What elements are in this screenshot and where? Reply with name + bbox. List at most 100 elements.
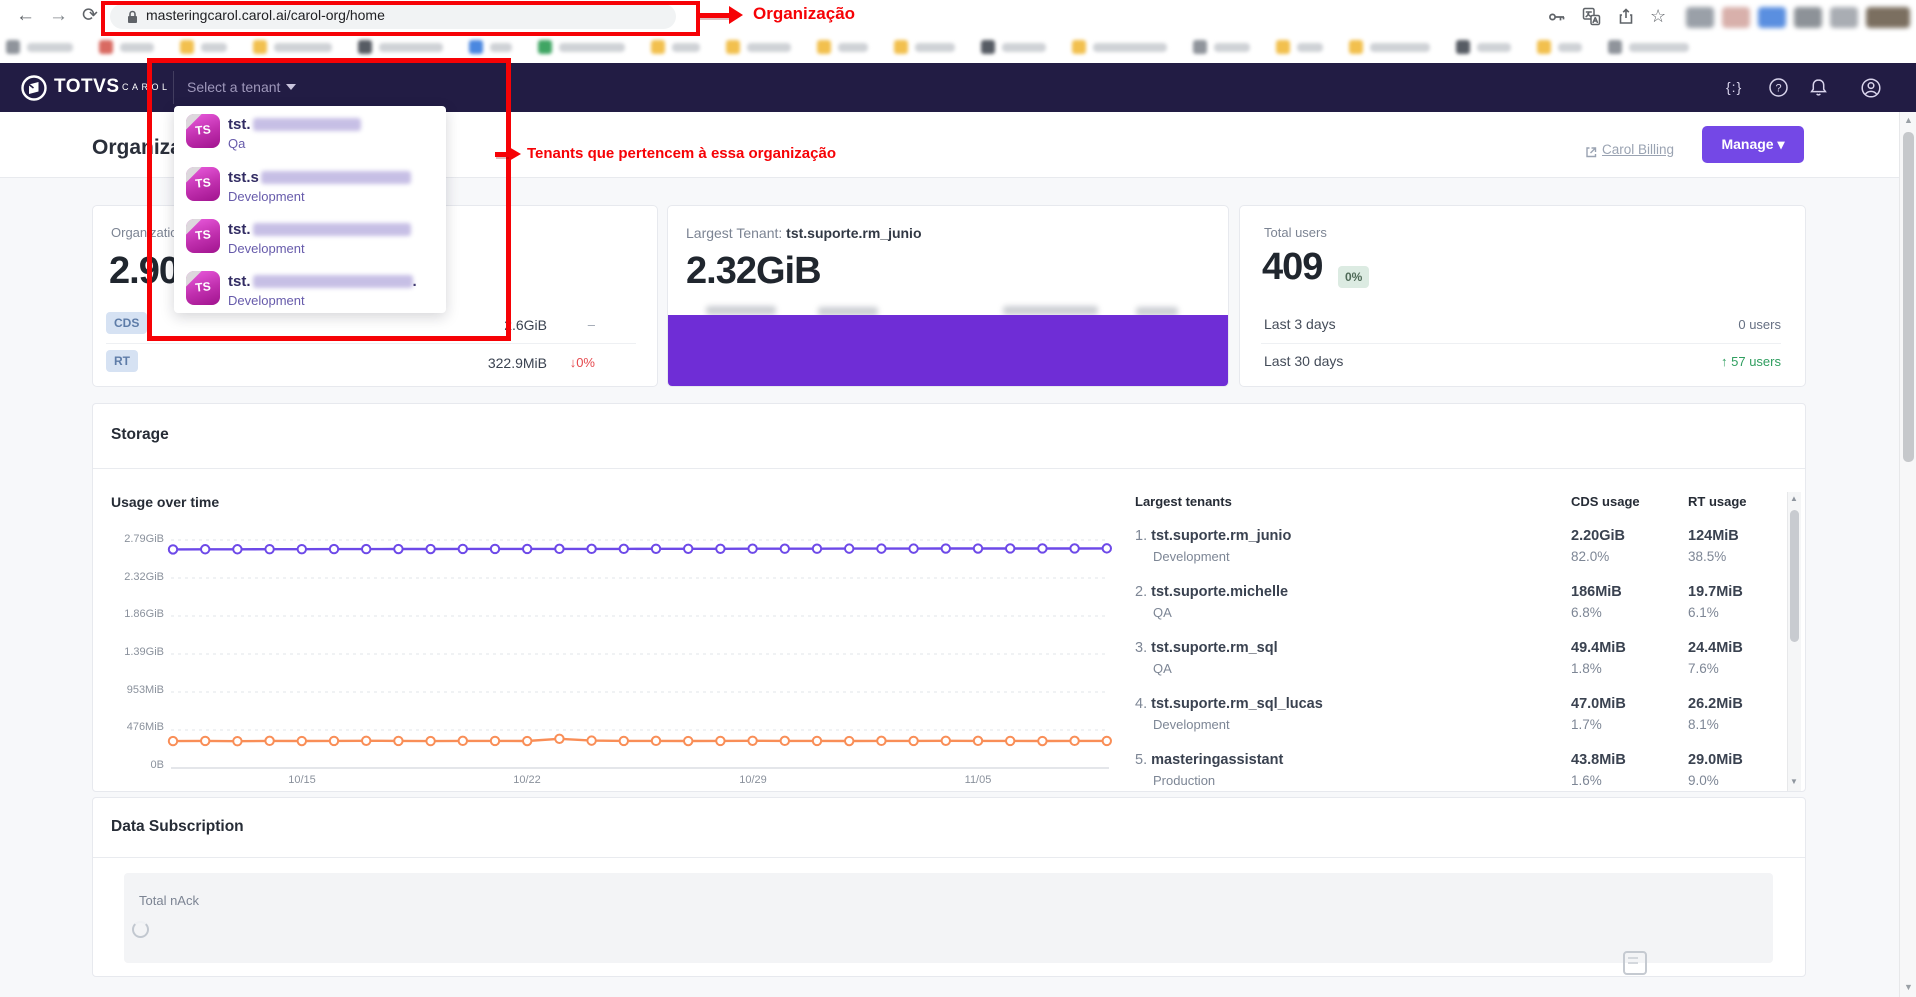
annotation-label-tenants: Tenants que pertencem à essa organização bbox=[527, 145, 836, 162]
y-tick-label: 2.32GiB bbox=[93, 571, 164, 583]
tenant-row-name[interactable]: 4. tst.suporte.rm_sql_lucas bbox=[1135, 696, 1323, 712]
tenant-rt-value: 124MiB bbox=[1688, 528, 1739, 544]
extension-icon[interactable] bbox=[1794, 7, 1822, 28]
brand-text: TOTVS bbox=[54, 76, 120, 98]
bookmark-item[interactable] bbox=[1276, 40, 1323, 54]
chart-data-point bbox=[298, 737, 306, 745]
bookmark-item[interactable] bbox=[253, 40, 332, 54]
tenant-rank: 3. bbox=[1135, 640, 1147, 656]
rt-value: 322.9MiB bbox=[343, 355, 547, 371]
tenant-name: masteringassistant bbox=[1151, 752, 1283, 768]
browser-back-button[interactable]: ← bbox=[16, 4, 35, 28]
bookmark-item[interactable] bbox=[358, 40, 443, 54]
bookmark-item[interactable] bbox=[180, 40, 227, 54]
scroll-down-icon[interactable]: ▼ bbox=[1790, 778, 1798, 786]
star-bookmark-icon[interactable]: ☆ bbox=[1650, 4, 1666, 28]
largest-tenant-label: Largest Tenant: tst.suporte.rm_junio bbox=[686, 225, 922, 241]
chart-data-point bbox=[813, 545, 821, 553]
bookmark-item[interactable] bbox=[894, 40, 955, 54]
bookmark-item[interactable] bbox=[469, 40, 512, 54]
tenant-option[interactable]: tst. bbox=[228, 221, 411, 238]
chart-data-point bbox=[845, 544, 853, 552]
tenant-env-label: Development bbox=[228, 241, 305, 256]
tenant-row-name[interactable]: 3. tst.suporte.rm_sql bbox=[1135, 640, 1278, 656]
tenant-env: Development bbox=[1153, 717, 1230, 732]
bookmark-item[interactable] bbox=[1193, 40, 1250, 54]
chart-data-point bbox=[1006, 544, 1014, 552]
scroll-up-icon[interactable]: ▲ bbox=[1790, 495, 1798, 503]
extension-icon[interactable] bbox=[1866, 7, 1910, 28]
tenant-option[interactable]: tst.. bbox=[228, 273, 417, 290]
share-icon[interactable] bbox=[1617, 7, 1636, 26]
main-scrollbar[interactable]: ▲ ▼ bbox=[1899, 112, 1916, 997]
scrollbar-thumb[interactable] bbox=[1790, 510, 1799, 642]
chart-data-point bbox=[169, 545, 177, 553]
y-tick-label: 2.79GiB bbox=[93, 533, 164, 545]
bookmark-item[interactable] bbox=[1537, 40, 1582, 54]
chart-data-point bbox=[201, 545, 209, 553]
tenant-row-name[interactable]: 2. tst.suporte.michelle bbox=[1135, 584, 1288, 600]
chart-data-point bbox=[684, 737, 692, 745]
chart-data-point bbox=[587, 736, 595, 744]
tenant-rt-pct: 9.0% bbox=[1688, 773, 1719, 788]
bookmark-item[interactable] bbox=[538, 40, 625, 54]
browser-forward-button[interactable]: → bbox=[49, 4, 68, 28]
chart-data-point bbox=[459, 737, 467, 745]
bookmark-item[interactable] bbox=[1072, 40, 1167, 54]
chart-data-point bbox=[909, 737, 917, 745]
url-text[interactable]: masteringcarol.carol.ai/carol-org/home bbox=[146, 7, 385, 23]
scroll-down-icon[interactable]: ▼ bbox=[1904, 983, 1913, 991]
scroll-up-icon[interactable]: ▲ bbox=[1904, 116, 1913, 124]
annotation-arrowhead-url bbox=[729, 6, 743, 24]
tenant-option[interactable]: tst.s bbox=[228, 169, 411, 186]
annotation-arrow-url bbox=[699, 13, 729, 18]
bookmark-item[interactable] bbox=[981, 40, 1046, 54]
tenant-list-scrollbar[interactable]: ▲ ▼ bbox=[1787, 492, 1801, 791]
account-icon[interactable] bbox=[1860, 77, 1882, 99]
bookmark-item[interactable] bbox=[6, 40, 73, 54]
col-rt-usage: RT usage bbox=[1688, 494, 1747, 509]
help-icon[interactable]: ? bbox=[1768, 77, 1790, 99]
bookmark-item[interactable] bbox=[1349, 40, 1430, 54]
section-divider bbox=[93, 857, 1805, 858]
cds-badge: CDS bbox=[106, 312, 147, 334]
bookmark-item[interactable] bbox=[817, 40, 868, 54]
carol-billing-link[interactable]: Carol Billing bbox=[1602, 142, 1674, 157]
chevron-down-icon[interactable] bbox=[286, 84, 296, 90]
tenant-option[interactable]: tst. bbox=[228, 116, 361, 133]
tenant-env: Production bbox=[1153, 773, 1215, 788]
bookmark-item[interactable] bbox=[1456, 40, 1511, 54]
bookmark-item[interactable] bbox=[1608, 40, 1689, 54]
tenant-row-name[interactable]: 5. masteringassistant bbox=[1135, 752, 1283, 768]
screen: ← → ⟳ masteringcarol.carol.ai/carol-org/… bbox=[0, 0, 1916, 997]
tenant-avatar: TS bbox=[186, 114, 220, 148]
tenant-selector[interactable]: Select a tenant bbox=[187, 79, 280, 95]
scrollbar-thumb[interactable] bbox=[1903, 132, 1914, 462]
tenant-dropdown: TS tst. Qa TS tst.s Development TS tst. … bbox=[174, 106, 446, 313]
extension-icon[interactable] bbox=[1686, 7, 1714, 28]
browser-reload-button[interactable]: ⟳ bbox=[82, 4, 98, 28]
largest-tenant-card: Largest Tenant: tst.suporte.rm_junio 2.3… bbox=[667, 205, 1229, 387]
key-icon[interactable] bbox=[1548, 8, 1567, 26]
manage-button[interactable]: Manage ▾ bbox=[1702, 126, 1804, 163]
chart-data-point bbox=[587, 545, 595, 553]
chart-data-point bbox=[909, 544, 917, 552]
bookmark-item[interactable] bbox=[651, 40, 700, 54]
bookmark-item[interactable] bbox=[99, 40, 154, 54]
tenant-cds-value: 47.0MiB bbox=[1571, 696, 1626, 712]
bell-icon[interactable] bbox=[1808, 77, 1830, 99]
largest-tenant-label-text: Largest Tenant: bbox=[686, 225, 782, 241]
bookmark-item[interactable] bbox=[726, 40, 791, 54]
translate-icon[interactable] bbox=[1582, 7, 1601, 26]
tenant-env-label: Development bbox=[228, 189, 305, 204]
extension-icon[interactable] bbox=[1830, 7, 1858, 28]
chart-data-point bbox=[942, 544, 950, 552]
chart-data-point bbox=[877, 544, 885, 552]
tenant-row-name[interactable]: 1. tst.suporte.rm_junio bbox=[1135, 528, 1291, 544]
export-table-icon[interactable] bbox=[1623, 951, 1647, 975]
code-icon[interactable]: {:} bbox=[1726, 79, 1742, 95]
extension-icon[interactable] bbox=[1758, 7, 1786, 28]
extension-icon[interactable] bbox=[1722, 7, 1750, 28]
lock-icon bbox=[126, 9, 139, 24]
data-subscription-title: Data Subscription bbox=[111, 818, 244, 836]
